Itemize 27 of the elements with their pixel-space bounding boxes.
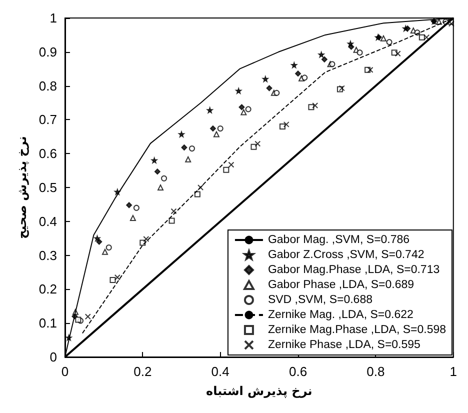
y-tick-label: 0.9 [38,44,57,60]
x-tick-label: 0.6 [288,364,308,379]
legend-label: Zernike Mag.Phase ,LDA, S=0.598 [268,324,446,336]
legend-label: Gabor Phase ,LDA, S=0.689 [268,279,414,291]
y-tick-label: 0.7 [38,112,57,128]
y-tick-label: 0.3 [38,248,57,263]
y-tick-label: 0.8 [38,78,57,94]
x-tick-label: 0.8 [366,364,385,379]
x-tick-label: 0 [61,364,69,379]
y-tick-label: 0.2 [38,282,57,297]
y-axis-title: نرخ پذیرش صحیح [15,136,29,239]
legend-label: Zernike Phase ,LDA, S=0.595 [268,339,420,351]
legend-label: SVD ,SVM, S=0.688 [268,294,372,306]
x-tick-label: 0.2 [134,364,152,379]
y-tick-label: 1 [50,10,57,26]
x-tick-label: 1 [450,364,457,379]
y-tick-label: 0 [50,350,57,364]
legend-label: Gabor Mag.Phase ,LDA, S=0.713 [268,264,440,276]
x-axis-title: نرخ پذیرش اشتباه [206,384,312,398]
x-tick-label: 0.4 [211,364,230,379]
legend-label: Gabor Mag. ,SVM, S=0.786 [268,234,410,246]
y-tick-label: 0.1 [38,316,57,331]
y-tick-label: 0.6 [38,146,57,162]
legend-label: Zernike Mag. ,LDA, S=0.622 [268,309,414,321]
y-tick-label: 0.5 [38,180,57,195]
legend-label: Gabor Z.Cross ,SVM, S=0.742 [268,249,424,261]
y-tick-label: 0.4 [38,214,57,229]
